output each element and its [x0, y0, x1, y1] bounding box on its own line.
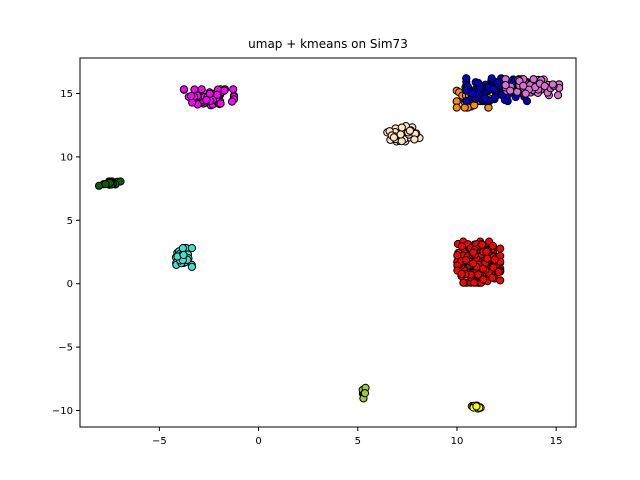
- data-point-cluster-3: [397, 123, 406, 132]
- x-tick-label: 0: [255, 436, 261, 447]
- data-point-cluster-7: [488, 273, 497, 282]
- data-point-cluster-6: [540, 81, 549, 91]
- data-point-cluster-4: [452, 103, 461, 112]
- y-axis: −10 −5 0 5 10 15: [52, 89, 80, 417]
- x-tick-label: 15: [550, 436, 563, 447]
- data-point-cluster-5: [480, 94, 489, 103]
- data-point-cluster-6: [553, 91, 563, 100]
- data-point-cluster-6: [501, 81, 510, 90]
- data-point-cluster-5: [487, 74, 496, 83]
- data-point-cluster-7: [496, 276, 505, 285]
- data-point-cluster-6: [519, 81, 528, 90]
- y-tick-label: 5: [67, 216, 73, 227]
- x-tick-label: 5: [355, 436, 361, 447]
- data-point-cluster-7: [469, 259, 478, 268]
- y-tick-label: −10: [52, 406, 73, 417]
- y-tick-label: −5: [58, 343, 73, 354]
- data-point-cluster-6: [506, 86, 515, 95]
- data-point-cluster-7: [489, 263, 498, 272]
- data-point-cluster-7: [479, 264, 488, 273]
- data-point-cluster-3: [396, 130, 405, 139]
- chart-title: umap + kmeans on Sim73: [248, 37, 408, 51]
- data-point-cluster-6: [521, 89, 530, 98]
- data-point-cluster-5: [462, 97, 471, 106]
- data-point-cluster-7: [483, 254, 492, 263]
- data-point-cluster-7: [496, 244, 505, 253]
- data-point-cluster-7: [459, 278, 468, 287]
- data-point-cluster-0: [227, 97, 237, 106]
- data-point-cluster-0: [202, 95, 211, 105]
- data-point-cluster-3: [405, 126, 414, 135]
- data-point-cluster-2: [179, 250, 188, 260]
- data-point-cluster-0: [213, 90, 222, 99]
- data-point-cluster-6: [548, 80, 557, 89]
- data-point-cluster-3: [389, 133, 398, 142]
- data-point-cluster-5: [462, 86, 471, 95]
- data-point-cluster-5: [474, 78, 483, 88]
- data-point-cluster-7: [482, 247, 491, 256]
- data-point-cluster-2: [187, 262, 196, 271]
- y-tick-label: 15: [60, 89, 73, 100]
- data-point-cluster-0: [229, 85, 238, 94]
- plot-frame: [79, 57, 577, 428]
- data-point-cluster-0: [197, 85, 206, 94]
- data-point-cluster-5: [489, 85, 498, 94]
- y-tick-label: 0: [67, 279, 73, 290]
- data-point-cluster-1: [101, 179, 110, 189]
- data-point-cluster-3: [397, 137, 406, 146]
- data-point-cluster-7: [488, 241, 498, 250]
- data-point-cluster-2: [178, 244, 187, 253]
- x-axis: −5 0 5 10 15: [152, 427, 563, 447]
- data-point-cluster-2: [187, 243, 196, 253]
- data-point-cluster-7: [457, 269, 466, 279]
- data-point-cluster-7: [469, 278, 479, 287]
- data-point-cluster-9: [472, 402, 481, 411]
- data-point-cluster-5: [462, 74, 471, 83]
- data-point-cluster-0: [188, 98, 197, 107]
- data-point-cluster-7: [469, 248, 478, 257]
- data-point-cluster-7: [490, 255, 499, 264]
- data-point-cluster-0: [187, 91, 196, 101]
- data-point-cluster-3: [410, 135, 419, 144]
- data-point-cluster-0: [179, 85, 189, 94]
- data-point-cluster-8: [360, 389, 370, 398]
- data-point-cluster-7: [461, 255, 470, 265]
- data-point-cluster-0: [216, 99, 225, 108]
- x-tick-label: −5: [152, 436, 167, 447]
- data-point-cluster-7: [457, 242, 467, 251]
- data-point-cluster-7: [477, 240, 487, 249]
- x-tick-label: 10: [451, 436, 464, 447]
- data-point-cluster-7: [494, 267, 503, 277]
- y-tick-label: 10: [60, 152, 73, 163]
- data-point-cluster-7: [453, 251, 462, 260]
- data-point-cluster-6: [529, 75, 538, 84]
- data-point-cluster-0: [220, 86, 229, 95]
- data-points: [94, 74, 564, 413]
- data-point-cluster-7: [479, 275, 488, 284]
- data-point-cluster-7: [474, 270, 483, 279]
